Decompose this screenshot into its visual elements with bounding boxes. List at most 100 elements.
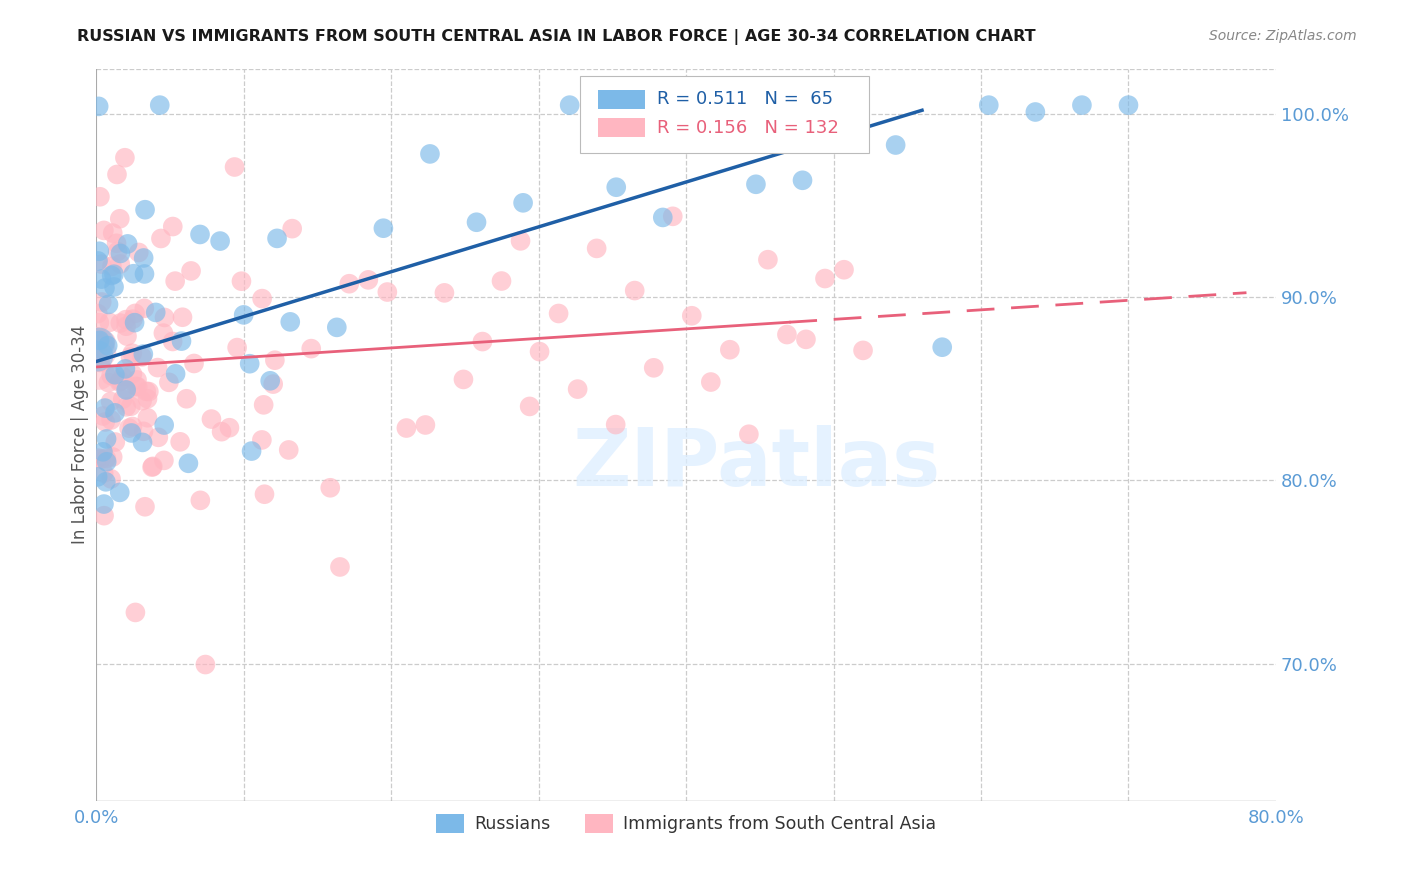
Point	[681, 309, 703, 323]
Point	[110, 316, 132, 330]
Point	[94, 415, 117, 429]
Point	[138, 384, 160, 399]
Point	[87, 451, 110, 466]
Point	[89, 355, 111, 369]
Point	[89, 244, 111, 259]
Point	[87, 307, 110, 321]
Point	[118, 421, 141, 435]
Point	[814, 271, 837, 285]
Point	[529, 344, 551, 359]
Point	[977, 98, 1000, 112]
Point	[87, 99, 110, 113]
Point	[661, 210, 683, 224]
Point	[718, 343, 741, 357]
Point	[165, 274, 187, 288]
Point	[264, 353, 287, 368]
Point	[86, 349, 108, 363]
Point	[97, 339, 120, 353]
Point	[162, 334, 184, 349]
Point	[131, 393, 153, 408]
Point	[453, 372, 475, 386]
Point	[491, 274, 513, 288]
Point	[149, 231, 172, 245]
Point	[209, 234, 232, 248]
Point	[699, 106, 721, 120]
Point	[124, 306, 146, 320]
Point	[100, 413, 122, 427]
Point	[90, 295, 112, 310]
Point	[100, 472, 122, 486]
Point	[103, 280, 125, 294]
Point	[132, 425, 155, 439]
Point	[96, 455, 118, 469]
Point	[127, 380, 149, 394]
FancyBboxPatch shape	[579, 76, 869, 153]
Point	[794, 332, 817, 346]
Point	[94, 401, 117, 415]
Point	[89, 336, 111, 351]
Point	[884, 138, 907, 153]
Point	[90, 452, 112, 467]
Point	[142, 459, 165, 474]
Point	[194, 657, 217, 672]
Point	[433, 285, 456, 300]
Point	[253, 398, 276, 412]
Point	[87, 254, 110, 268]
Point	[1071, 98, 1094, 112]
Point	[149, 98, 172, 112]
Point	[509, 234, 531, 248]
Point	[211, 425, 233, 439]
Point	[97, 297, 120, 311]
Point	[105, 168, 128, 182]
Point	[240, 444, 263, 458]
Point	[111, 369, 134, 384]
Point	[153, 418, 176, 433]
Point	[124, 316, 146, 330]
Legend: Russians, Immigrants from South Central Asia: Russians, Immigrants from South Central …	[429, 806, 943, 840]
Point	[121, 425, 143, 440]
Point	[183, 356, 205, 370]
Point	[153, 310, 176, 325]
Point	[188, 227, 211, 242]
Point	[134, 202, 156, 217]
Point	[114, 151, 136, 165]
Point	[101, 260, 124, 274]
Point	[89, 368, 111, 382]
Point	[605, 417, 627, 432]
Point	[86, 336, 108, 351]
Point	[278, 315, 301, 329]
Text: ZIPatlas: ZIPatlas	[572, 425, 941, 503]
Point	[188, 493, 211, 508]
Point	[1118, 98, 1140, 112]
Point	[89, 316, 111, 330]
Point	[419, 147, 441, 161]
Point	[89, 190, 111, 204]
Point	[165, 367, 187, 381]
Point	[134, 500, 156, 514]
Point	[94, 281, 117, 295]
Point	[115, 312, 138, 326]
Point	[104, 435, 127, 450]
Point	[131, 435, 153, 450]
Point	[110, 246, 132, 260]
Point	[931, 340, 953, 354]
Point	[108, 211, 131, 226]
Point	[415, 417, 437, 432]
Text: R = 0.156   N = 132: R = 0.156 N = 132	[657, 119, 838, 136]
Point	[329, 560, 352, 574]
Point	[121, 419, 143, 434]
Point	[152, 326, 174, 340]
Point	[471, 334, 494, 349]
Point	[131, 350, 153, 364]
Point	[107, 244, 129, 259]
Point	[91, 445, 114, 459]
Point	[756, 252, 779, 267]
Point	[239, 357, 262, 371]
Point	[115, 329, 138, 343]
Point	[105, 236, 128, 251]
Point	[91, 409, 114, 423]
Point	[90, 272, 112, 286]
Point	[738, 427, 761, 442]
Point	[93, 508, 115, 523]
Point	[180, 264, 202, 278]
